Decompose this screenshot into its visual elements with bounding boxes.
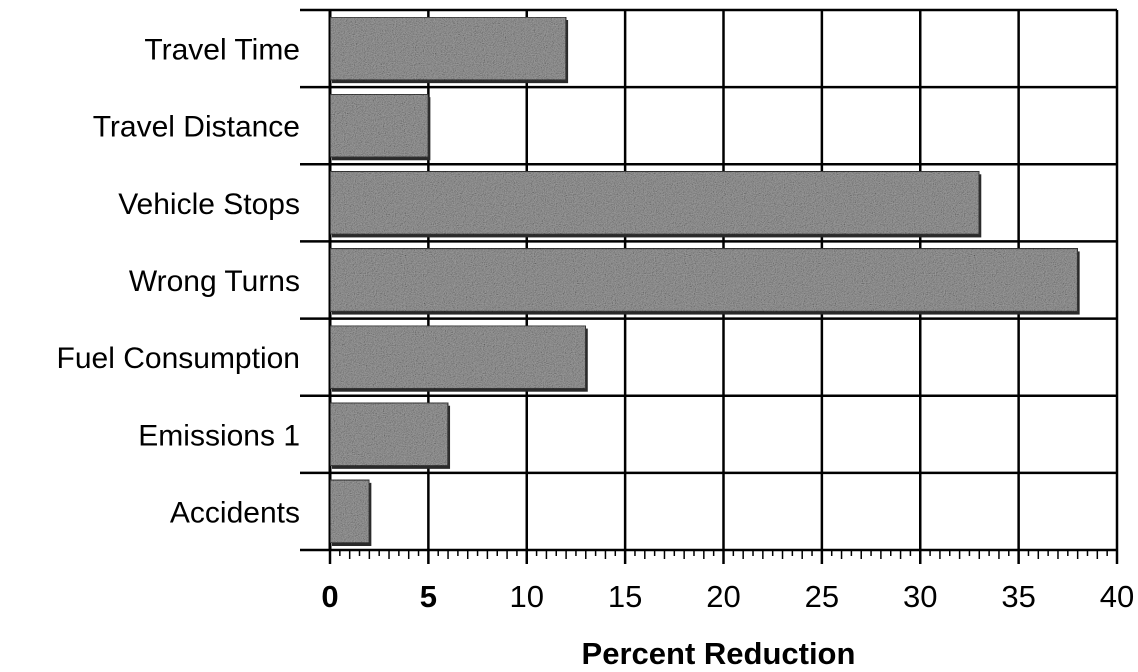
bar [329,93,430,159]
x-tick-label: 20 [706,579,740,614]
bar [329,479,371,544]
x-tick-label: 5 [420,579,437,614]
x-tick-label: 40 [1100,579,1134,614]
bar [329,401,449,467]
bar [329,170,981,236]
category-label: Vehicle Stops [118,188,300,221]
x-tick-label: 35 [1001,579,1035,614]
category-label: Wrong Turns [129,265,300,298]
bar [329,324,587,390]
category-label: Travel Distance [93,111,300,144]
x-axis: 0 5 10 15 20 25 30 35 40 [321,550,1134,614]
x-tick-label: 10 [510,579,544,614]
x-tick-label: 25 [805,579,839,614]
category-label: Travel Time [144,34,300,67]
category-label: Emissions 1 [138,419,300,452]
x-tick-label: 15 [608,579,642,614]
x-tick-label: 0 [321,579,338,614]
bar [329,247,1079,313]
bar [329,16,567,81]
bars [329,16,1080,546]
category-label: Fuel Consumption [57,342,300,375]
category-label: Accidents [170,496,300,529]
category-labels: Travel Time Travel Distance Vehicle Stops W… [57,34,300,530]
x-tick-label: 30 [903,579,937,614]
x-axis-title: Percent Reduction [582,636,856,671]
